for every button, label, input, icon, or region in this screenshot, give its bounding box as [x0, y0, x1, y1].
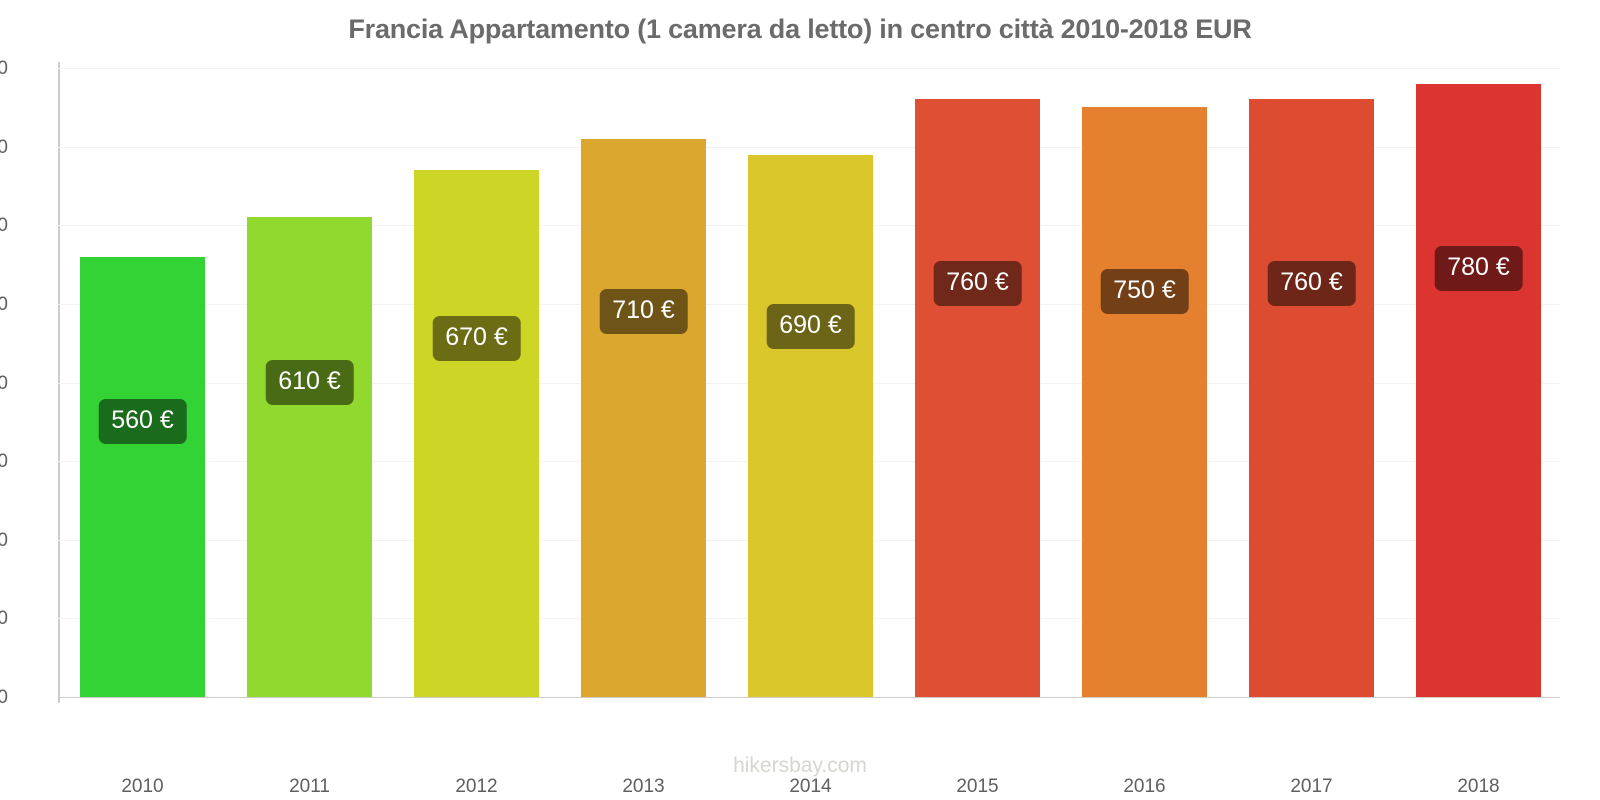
y-tick-label-0: 0: [0, 687, 8, 708]
gridline-0: [58, 697, 1560, 698]
x-tick-label-2017: 2017: [1290, 776, 1333, 797]
bar-2012[interactable]: 670 €: [414, 170, 539, 697]
x-tick-label-2016: 2016: [1123, 776, 1166, 797]
x-tick-label-2015: 2015: [956, 776, 999, 797]
x-tick-label-2014: 2014: [789, 776, 832, 797]
y-tick-label-700: 700: [0, 136, 8, 158]
bar-2015[interactable]: 760 €: [915, 99, 1040, 697]
bar-value-label-2012: 670 €: [432, 316, 521, 362]
x-tick-label-2011: 2011: [289, 776, 330, 797]
bar-value-label-2013: 710 €: [599, 288, 688, 334]
bar-value-label-2014: 690 €: [766, 304, 855, 350]
bar-value-label-2010: 560 €: [98, 398, 187, 444]
y-tick-label-800: 800: [0, 58, 8, 79]
y-tick-label-500: 500: [0, 293, 8, 315]
watermark-label: hikersbay.com: [733, 754, 867, 777]
x-tick-label-2013: 2013: [622, 776, 665, 797]
x-tick-label-2018: 2018: [1457, 776, 1500, 797]
bar-value-label-2015: 760 €: [933, 261, 1022, 307]
gridline-800: [58, 68, 1560, 69]
bar-2010[interactable]: 560 €: [80, 256, 205, 697]
bar-2014[interactable]: 690 €: [748, 154, 873, 697]
bar-value-label-2018: 780 €: [1434, 245, 1523, 291]
y-tick-label-400: 400: [0, 372, 8, 394]
y-tick-label-200: 200: [0, 529, 8, 551]
bar-2016[interactable]: 750 €: [1082, 107, 1207, 697]
bar-2018[interactable]: 780 €: [1416, 83, 1541, 697]
bar-2011[interactable]: 610 €: [247, 217, 372, 697]
y-tick-label-300: 300: [0, 451, 8, 473]
bar-value-label-2017: 760 €: [1267, 261, 1356, 307]
y-tick-label-600: 600: [0, 215, 8, 237]
bar-value-label-2011: 610 €: [265, 359, 354, 405]
bar-value-label-2016: 750 €: [1100, 269, 1189, 315]
y-tick-label-100: 100: [0, 608, 8, 630]
bar-2017[interactable]: 760 €: [1249, 99, 1374, 697]
chart-title: Francia Appartamento (1 camera da letto)…: [348, 14, 1252, 44]
plot-area: 0 100 200 300 400 500 600 700 800 560 € 610 € 670 …: [0, 58, 1560, 797]
x-tick-label-2010: 2010: [121, 776, 164, 797]
gridline-700: [58, 146, 1560, 148]
bar-2013[interactable]: 710 €: [581, 138, 706, 697]
x-tick-label-2012: 2012: [455, 776, 498, 797]
